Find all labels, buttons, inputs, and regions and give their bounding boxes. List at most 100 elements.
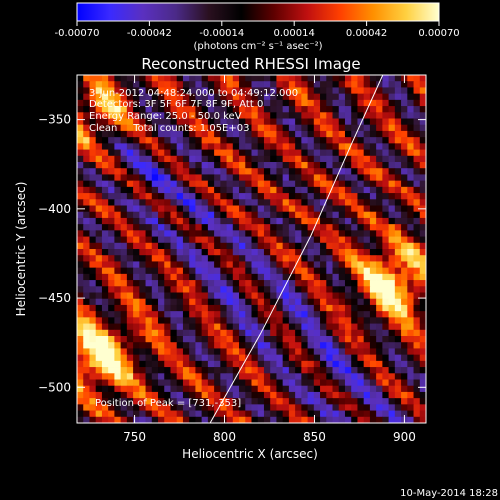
heatmap-cell: [369, 267, 377, 275]
heatmap-cell: [232, 186, 240, 194]
heatmap-cell: [133, 329, 140, 337]
heatmap-cell: [214, 99, 221, 107]
heatmap-cell: [419, 280, 426, 287]
heatmap-cell: [332, 323, 340, 331]
heatmap-cell: [288, 180, 296, 188]
heatmap-cell: [369, 391, 377, 399]
heatmap-cell: [394, 367, 402, 374]
heatmap-cell: [83, 280, 90, 287]
heatmap-cell: [114, 99, 122, 107]
heatmap-cell: [120, 193, 128, 200]
heatmap-cell: [120, 342, 128, 349]
heatmap-cell: [251, 410, 259, 418]
heatmap-cell: [239, 242, 246, 250]
heatmap-cell: [332, 118, 340, 126]
heatmap-cell: [344, 186, 352, 194]
heatmap-cell: [214, 180, 221, 188]
heatmap-cell: [301, 168, 308, 175]
heatmap-cell: [139, 404, 146, 411]
heatmap-cell: [257, 124, 265, 132]
heatmap-cell: [257, 155, 265, 163]
heatmap-cell: [239, 342, 246, 349]
heatmap-cell: [382, 348, 390, 356]
heatmap-cell: [344, 180, 352, 188]
heatmap-cell: [357, 292, 365, 300]
footer-timestamp: 10-May-2014 18:28: [400, 488, 498, 499]
heatmap-cell: [207, 242, 215, 250]
heatmap-cell: [226, 267, 234, 275]
heatmap-cell: [214, 379, 221, 387]
heatmap-cell: [232, 149, 240, 157]
heatmap-cell: [357, 186, 365, 194]
heatmap-cell: [276, 255, 284, 262]
heatmap-cell: [301, 367, 308, 374]
heatmap-cell: [89, 398, 97, 405]
heatmap-cell: [388, 404, 396, 411]
heatmap-cell: [376, 267, 383, 275]
heatmap-cell: [145, 224, 153, 231]
heatmap-cell: [220, 193, 227, 200]
heatmap-cell: [320, 360, 327, 368]
heatmap-cell: [120, 93, 128, 101]
heatmap-cell: [307, 81, 315, 88]
heatmap-cell: [382, 186, 390, 194]
heatmap-cell: [139, 137, 146, 144]
heatmap-cell: [363, 224, 371, 231]
heatmap-cell: [114, 230, 122, 237]
heatmap-cell: [320, 398, 327, 405]
heatmap-cell: [170, 106, 178, 113]
heatmap-cell: [77, 174, 84, 182]
heatmap-cell: [295, 311, 302, 318]
heatmap-cell: [83, 149, 90, 157]
heatmap-cell: [101, 267, 109, 275]
heatmap-cell: [201, 323, 209, 331]
heatmap-cell: [101, 317, 109, 324]
heatmap-cell: [158, 298, 165, 306]
heatmap-cell: [257, 174, 265, 182]
heatmap-cell: [382, 199, 390, 206]
x-tick-label: 750: [123, 430, 146, 444]
heatmap-cell: [357, 323, 365, 331]
heatmap-cell: [220, 124, 227, 132]
heatmap-cell: [239, 143, 246, 150]
heatmap-cell: [83, 124, 90, 132]
heatmap-cell: [270, 354, 277, 362]
heatmap-cell: [126, 168, 134, 175]
heatmap-cell: [101, 298, 109, 306]
heatmap-cell: [120, 255, 128, 262]
heatmap-cell: [220, 298, 227, 306]
heatmap-cell: [126, 224, 134, 231]
heatmap-cell: [145, 174, 153, 182]
heatmap-cell: [351, 99, 358, 107]
heatmap-cell: [83, 199, 90, 206]
heatmap-cell: [388, 130, 396, 138]
heatmap-cell: [139, 149, 146, 157]
heatmap-cell: [263, 367, 271, 374]
heatmap-cell: [214, 149, 221, 157]
heatmap-cell: [83, 298, 90, 306]
heatmap-cell: [145, 317, 153, 324]
heatmap-cell: [313, 186, 321, 194]
heatmap-cell: [276, 348, 284, 356]
heatmap-cell: [89, 373, 97, 380]
heatmap-cell: [245, 186, 252, 194]
heatmap-cell: [226, 106, 234, 113]
heatmap-cell: [369, 373, 377, 380]
heatmap-cell: [201, 162, 209, 169]
heatmap-cell: [382, 217, 390, 225]
heatmap-cell: [338, 273, 346, 281]
heatmap-cell: [120, 112, 128, 119]
heatmap-cell: [419, 416, 426, 423]
heatmap-cell: [344, 280, 352, 287]
heatmap-cell: [407, 398, 414, 405]
heatmap-cell: [207, 155, 215, 163]
heatmap-cell: [89, 162, 97, 169]
heatmap-cell: [114, 261, 122, 269]
heatmap-cell: [288, 230, 296, 237]
heatmap-cell: [182, 162, 190, 169]
heatmap-cell: [120, 304, 128, 312]
heatmap-cell: [338, 317, 346, 324]
heatmap-cell: [382, 404, 390, 411]
heatmap-cell: [301, 162, 308, 169]
heatmap-cell: [282, 273, 290, 281]
